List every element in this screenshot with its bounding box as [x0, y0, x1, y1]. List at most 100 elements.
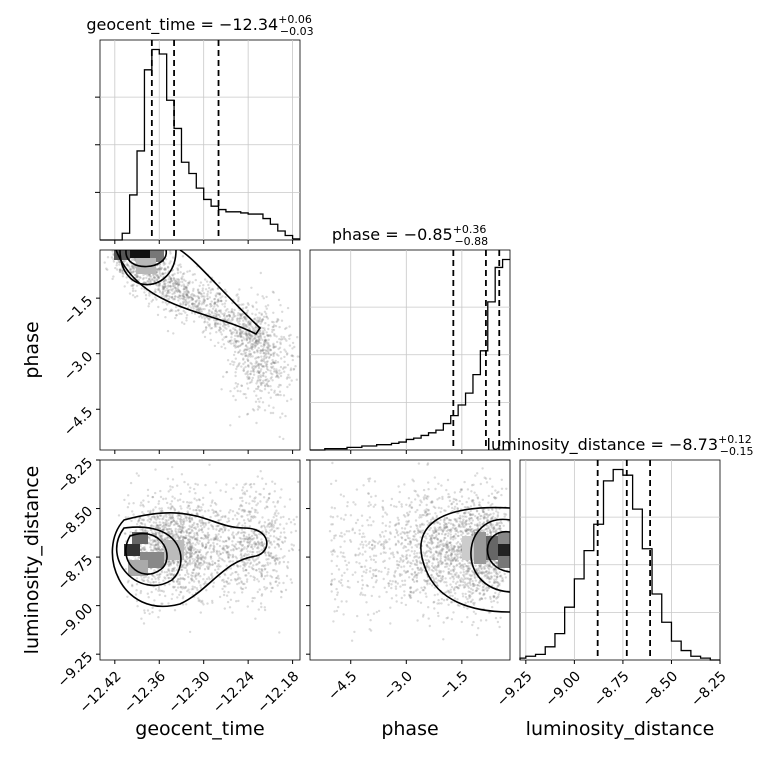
sample-point: [242, 357, 245, 360]
sample-point: [454, 533, 457, 536]
sample-point: [480, 597, 484, 601]
sample-point: [210, 327, 214, 330]
sample-point: [477, 512, 481, 516]
sample-point: [283, 505, 286, 508]
sample-point: [257, 608, 260, 611]
sample-point: [203, 573, 206, 576]
sample-point: [225, 323, 228, 326]
sample-point: [217, 292, 220, 296]
sample-point: [265, 331, 268, 334]
sample-point: [194, 562, 198, 566]
sample-point: [260, 358, 264, 361]
sample-point: [461, 595, 465, 598]
sample-point: [192, 552, 196, 556]
sample-point: [140, 518, 144, 521]
sample-point: [267, 554, 271, 557]
sample-point: [251, 365, 254, 368]
sample-point: [388, 538, 391, 541]
sample-point: [206, 565, 209, 568]
sample-point: [294, 529, 298, 533]
sample-point: [217, 533, 220, 536]
sample-point: [139, 549, 143, 552]
sample-point: [174, 282, 178, 285]
sample-point: [292, 544, 295, 547]
sample-point: [471, 571, 475, 574]
sample-point: [174, 534, 177, 537]
sample-point: [179, 516, 183, 519]
sample-point: [279, 342, 282, 346]
sample-point: [276, 361, 280, 364]
sample-point: [217, 519, 220, 522]
sample-point: [197, 308, 201, 311]
sample-point: [430, 541, 434, 544]
sample-point: [172, 332, 175, 335]
sample-point: [215, 503, 218, 506]
sample-point: [272, 345, 275, 348]
sample-point: [249, 550, 252, 553]
sample-point: [263, 606, 266, 609]
sample-point: [503, 512, 506, 516]
sample-point: [190, 525, 194, 529]
sample-point: [246, 550, 249, 553]
sample-point: [243, 338, 246, 341]
sample-point: [166, 501, 169, 505]
sample-point: [464, 584, 467, 587]
sample-point: [248, 483, 252, 486]
sample-point: [234, 398, 237, 402]
sample-point: [216, 300, 219, 304]
sample-point: [478, 569, 481, 572]
sample-point: [242, 358, 245, 361]
sample-point: [151, 549, 155, 552]
sample-point: [160, 571, 164, 574]
sample-point: [239, 335, 242, 338]
sample-point: [440, 484, 443, 487]
sample-point: [445, 550, 448, 554]
sample-point: [150, 548, 153, 551]
sample-point: [478, 564, 481, 567]
sample-point: [208, 520, 211, 524]
sample-point: [150, 515, 154, 519]
sample-point: [239, 335, 243, 339]
sample-point: [443, 509, 446, 512]
sample-point: [494, 489, 497, 492]
sample-point: [226, 553, 230, 557]
sample-point: [235, 564, 239, 567]
sample-point: [180, 507, 183, 510]
sample-point: [275, 554, 278, 557]
sample-point: [467, 511, 470, 514]
sample-point: [250, 566, 254, 569]
sample-point: [272, 352, 275, 355]
sample-point: [251, 304, 254, 307]
sample-point: [273, 540, 276, 543]
sample-point: [197, 292, 201, 295]
sample-point: [164, 497, 168, 500]
sample-point: [188, 591, 191, 594]
sample-point: [261, 318, 265, 321]
sample-point: [224, 296, 227, 299]
sample-point: [167, 506, 170, 509]
sample-point: [448, 529, 451, 532]
sample-point: [272, 524, 275, 527]
sample-point: [124, 532, 127, 535]
sample-point: [202, 284, 205, 287]
sample-point: [260, 349, 263, 353]
sample-point: [271, 519, 274, 522]
sample-point: [255, 338, 258, 341]
sample-point: [180, 277, 183, 280]
sample-point: [438, 522, 442, 526]
sample-point: [198, 315, 201, 318]
sample-point: [192, 305, 195, 308]
sample-point: [428, 528, 431, 532]
sample-point: [198, 599, 201, 602]
sample-point: [368, 570, 372, 573]
sample-point: [262, 355, 266, 358]
sample-point: [191, 571, 194, 574]
sample-point: [165, 528, 169, 531]
sample-point: [445, 523, 448, 526]
sample-point: [261, 318, 264, 321]
sample-point: [232, 311, 235, 314]
sample-point: [201, 543, 205, 547]
sample-point: [264, 338, 267, 341]
sample-point: [118, 268, 122, 271]
sample-point: [263, 507, 267, 510]
